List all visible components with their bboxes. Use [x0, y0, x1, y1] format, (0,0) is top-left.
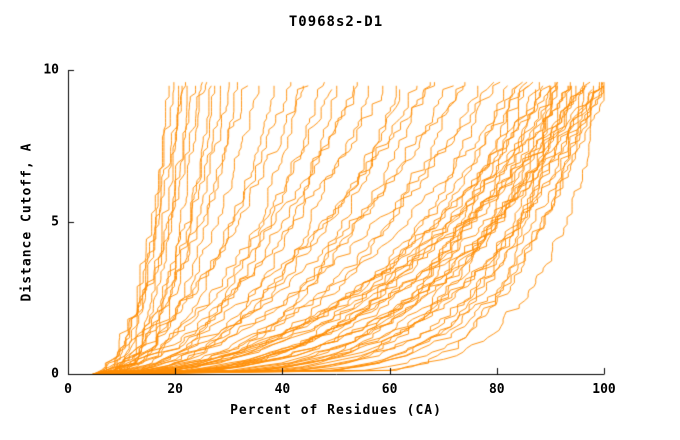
- x-tick-label: 80: [488, 382, 505, 397]
- x-tick-label: 0: [64, 382, 72, 397]
- y-tick-label: 5: [51, 214, 59, 230]
- y-tick-label: 0: [51, 366, 59, 382]
- x-tick-label: 20: [167, 382, 184, 397]
- x-tick-label: 100: [592, 382, 616, 397]
- x-tick-label: 40: [274, 382, 291, 397]
- x-tick-label: 60: [381, 382, 398, 397]
- y-tick-label: 10: [43, 62, 59, 78]
- x-axis-label: Percent of Residues (CA): [230, 403, 442, 418]
- y-axis-label: Distance Cutoff, A: [19, 142, 35, 302]
- chart-title: T0968s2-D1: [288, 14, 384, 30]
